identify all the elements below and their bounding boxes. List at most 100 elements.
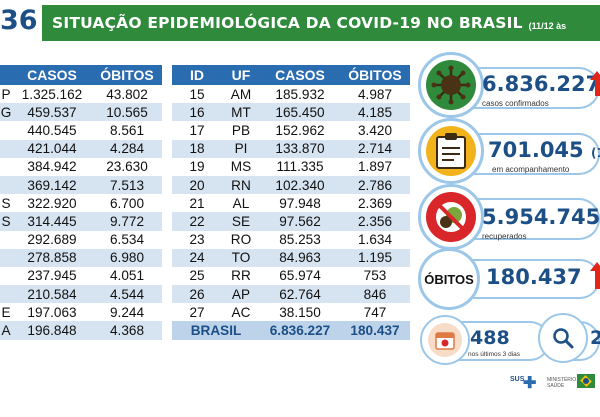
cell-id: 24 xyxy=(172,249,222,267)
column-header-id xyxy=(0,65,12,85)
cell-id xyxy=(0,121,12,139)
cell-casos: 152.962 xyxy=(260,121,340,139)
cell-obitos: 4.544 xyxy=(92,285,162,303)
cell-obitos: 4.368 xyxy=(92,321,162,339)
cell-casos: 278.858 xyxy=(12,249,92,267)
cell-obitos: 10.565 xyxy=(92,103,162,121)
cell-casos: 133.870 xyxy=(260,140,340,158)
cell-casos: 97.948 xyxy=(260,194,340,212)
cell-id: 27 xyxy=(172,303,222,321)
cell-id: 15 xyxy=(172,85,222,103)
confirmed-icon-circle xyxy=(418,52,484,118)
recovered-icon-circle xyxy=(418,184,484,250)
table-row: 25 RR 65.974 753 xyxy=(172,267,410,285)
table-row: E 197.063 9.244 xyxy=(0,303,162,321)
cell-obitos: 4.051 xyxy=(92,267,162,285)
cell-id: 18 xyxy=(172,140,222,158)
cell-obitos: 2.369 xyxy=(340,194,410,212)
cell-obitos: 4.284 xyxy=(92,140,162,158)
cell-casos: 369.142 xyxy=(12,176,92,194)
cell-casos: 421.044 xyxy=(12,140,92,158)
header-bar: SITUAÇÃO EPIDEMIOLÓGICA DA COVID-19 NO B… xyxy=(42,5,600,41)
table-row: 237.945 4.051 xyxy=(0,267,162,285)
column-header-id: ID xyxy=(172,65,222,85)
cell-casos: 197.063 xyxy=(12,303,92,321)
cell-uf: PI xyxy=(222,140,260,158)
cell-casos: 237.945 xyxy=(12,267,92,285)
total-obitos: 180.437 xyxy=(340,321,410,339)
cell-id: A xyxy=(0,321,12,339)
cell-casos: 84.963 xyxy=(260,249,340,267)
brazil-flag-icon xyxy=(577,374,595,388)
column-header-obitos: ÓBITOS xyxy=(92,65,162,85)
cell-id: E xyxy=(0,303,12,321)
increase-arrow-icon xyxy=(590,71,600,80)
cell-id: G xyxy=(0,103,12,121)
cell-casos: 314.445 xyxy=(12,212,92,230)
table-row: 21 AL 97.948 2.369 xyxy=(172,194,410,212)
cell-id: 22 xyxy=(172,212,222,230)
cell-uf: PB xyxy=(222,121,260,139)
bulletin-number: 36 xyxy=(0,3,40,39)
table-header-row: CASOS ÓBITOS xyxy=(0,65,162,85)
cell-uf: MT xyxy=(222,103,260,121)
page-title: SITUAÇÃO EPIDEMIOLÓGICA DA COVID-19 NO B… xyxy=(52,14,523,32)
cell-obitos: 6.700 xyxy=(92,194,162,212)
cell-id: 25 xyxy=(172,267,222,285)
table-row: G 459.537 10.565 xyxy=(0,103,162,121)
cell-uf: RO xyxy=(222,231,260,249)
table-row: 19 MS 111.335 1.897 xyxy=(172,158,410,176)
increase-arrow-stem xyxy=(595,80,600,96)
cell-obitos: 2.786 xyxy=(340,176,410,194)
table-row: 421.044 4.284 xyxy=(0,140,162,158)
cell-uf: MS xyxy=(222,158,260,176)
confirmed-label: casos confirmados xyxy=(482,99,549,108)
cell-obitos: 4.987 xyxy=(340,85,410,103)
cell-uf: RN xyxy=(222,176,260,194)
total-label: BRASIL xyxy=(172,321,260,339)
cell-uf: SE xyxy=(222,212,260,230)
cell-obitos: 7.513 xyxy=(92,176,162,194)
cell-obitos: 846 xyxy=(340,285,410,303)
table-row: 27 AC 38.150 747 xyxy=(172,303,410,321)
cell-casos: 322.920 xyxy=(12,194,92,212)
deaths-increase-arrow-stem xyxy=(595,271,600,289)
cell-casos: 1.325.162 xyxy=(12,85,92,103)
table-row: 16 MT 165.450 4.185 xyxy=(172,103,410,121)
cell-id xyxy=(0,140,12,158)
table-row: S 314.445 9.772 xyxy=(0,212,162,230)
column-header-uf: UF xyxy=(222,65,260,85)
cell-obitos: 2.356 xyxy=(340,212,410,230)
cell-uf: AC xyxy=(222,303,260,321)
cell-obitos: 9.772 xyxy=(92,212,162,230)
cell-casos: 38.150 xyxy=(260,303,340,321)
investigating-value: 2 xyxy=(590,327,600,349)
table-row: 20 RN 102.340 2.786 xyxy=(172,176,410,194)
table-row: 15 AM 185.932 4.987 xyxy=(172,85,410,103)
confirmed-value: 6.836.227 xyxy=(482,72,600,96)
cell-obitos: 753 xyxy=(340,267,410,285)
cell-id xyxy=(0,285,12,303)
table-row: 292.689 6.534 xyxy=(0,231,162,249)
deaths-label: ÓBITOS xyxy=(424,272,474,287)
cell-obitos: 1.195 xyxy=(340,249,410,267)
monitoring-label: em acompanhamento xyxy=(492,165,569,174)
cell-obitos: 4.185 xyxy=(340,103,410,121)
table-row: 210.584 4.544 xyxy=(0,285,162,303)
cell-id: 16 xyxy=(172,103,222,121)
cell-casos: 65.974 xyxy=(260,267,340,285)
calendar-icon xyxy=(434,329,456,351)
recovered-label: recuperados xyxy=(482,232,526,241)
monitoring-suffix: (1 xyxy=(591,146,600,160)
cell-obitos: 1.634 xyxy=(340,231,410,249)
cell-id: 17 xyxy=(172,121,222,139)
virus-icon xyxy=(431,65,471,105)
cell-id xyxy=(0,176,12,194)
cell-id: 20 xyxy=(172,176,222,194)
cell-id: 23 xyxy=(172,231,222,249)
cell-casos: 62.764 xyxy=(260,285,340,303)
cell-id xyxy=(0,249,12,267)
cell-casos: 196.848 xyxy=(12,321,92,339)
recent-label: nos últimos 3 dias xyxy=(468,351,520,358)
clipboard-icon xyxy=(434,132,468,170)
